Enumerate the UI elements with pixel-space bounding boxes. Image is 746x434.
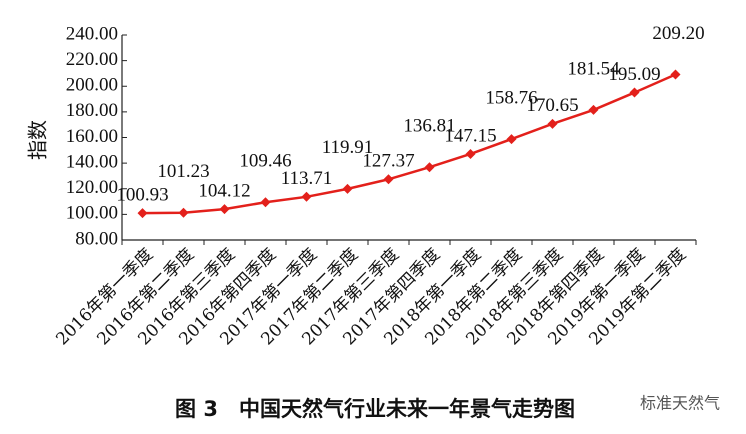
value-label: 101.23 [157,161,209,182]
y-tick-label: 160.00 [66,126,118,147]
marker [629,87,640,98]
y-tick-label: 80.00 [75,228,118,249]
line [142,73,677,215]
y-axis-label: 指数 [27,120,50,160]
value-label: 119.91 [322,137,374,158]
marker [506,134,517,145]
y-tick-label: 200.00 [66,75,118,96]
marker [301,191,312,202]
marker [260,197,271,208]
y-tick-label: 180.00 [66,100,118,121]
y-tick-label: 120.00 [66,177,118,198]
marker [424,162,435,173]
value-label: 109.46 [239,151,291,172]
marker [178,207,189,218]
value-label: 113.71 [281,168,333,189]
marker [342,183,353,194]
value-label: 104.12 [198,180,250,201]
marker [219,204,230,215]
y-tick-label: 100.00 [66,203,118,224]
marker [383,174,394,185]
marker [547,118,558,129]
marker [588,104,599,115]
marker [465,148,476,159]
value-label: 136.81 [403,116,455,137]
marker [137,208,148,219]
value-label: 170.65 [526,95,578,116]
value-label: 195.09 [608,64,660,85]
value-label: 127.37 [362,151,414,172]
value-label: 100.93 [116,185,168,206]
value-label: 147.15 [444,125,496,146]
y-tick-label: 140.00 [66,151,118,172]
value-label: 181.54 [567,58,620,79]
watermark: 标准天然气 [640,394,720,413]
y-tick-label: 220.00 [66,49,118,70]
y-tick-label: 240.00 [66,23,118,44]
value-label: 209.20 [652,23,704,44]
marker [670,69,681,80]
caption: 图 3 中国天然气行业未来一年景气走势图 [175,397,575,421]
value-label: 158.76 [485,87,537,108]
